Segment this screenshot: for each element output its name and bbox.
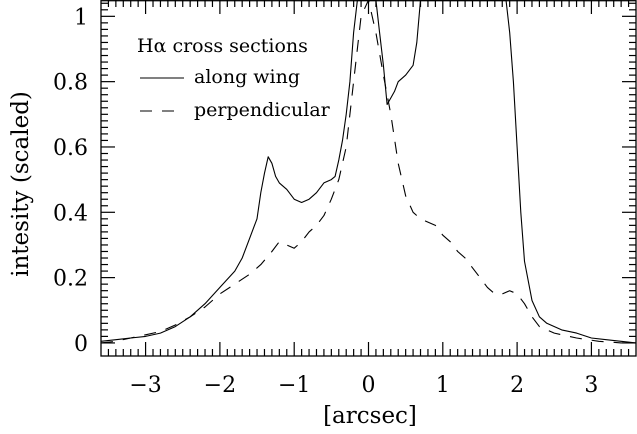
series-layer — [101, 0, 636, 344]
legend: Hα cross sections along wing perpendicul… — [137, 35, 331, 121]
legend-label-perpendicular: perpendicular — [194, 99, 331, 121]
x-tick-label: 3 — [584, 373, 598, 398]
x-tick-label: −1 — [278, 373, 310, 398]
x-tick-label: 2 — [510, 373, 524, 398]
legend-label-along-wing: along wing — [194, 66, 300, 88]
series-perpendicular — [101, 0, 636, 344]
y-tick-label: 0.4 — [53, 201, 88, 226]
y-tick-label: 1 — [74, 5, 88, 30]
x-tick-label: 0 — [362, 373, 376, 398]
x-tick-label: −2 — [204, 373, 236, 398]
y-tick-label: 0.6 — [53, 136, 88, 161]
legend-title: Hα cross sections — [137, 35, 308, 57]
x-tick-label: −3 — [129, 373, 161, 398]
y-axis-label: intesity (scaled) — [8, 91, 34, 277]
y-tick-label: 0.2 — [53, 267, 88, 292]
x-axis-label: [arcsec] — [323, 403, 417, 429]
y-tick-label: 0 — [74, 332, 88, 357]
series-along-wing — [101, 0, 636, 344]
y-tick-label: 0.8 — [53, 71, 88, 96]
x-tick-label: 1 — [436, 373, 450, 398]
tick-labels: −3 −2 −1 0 1 2 3 0 0.2 0.4 0.6 0.8 1 — [53, 5, 598, 398]
axis-ticks — [101, 0, 636, 356]
